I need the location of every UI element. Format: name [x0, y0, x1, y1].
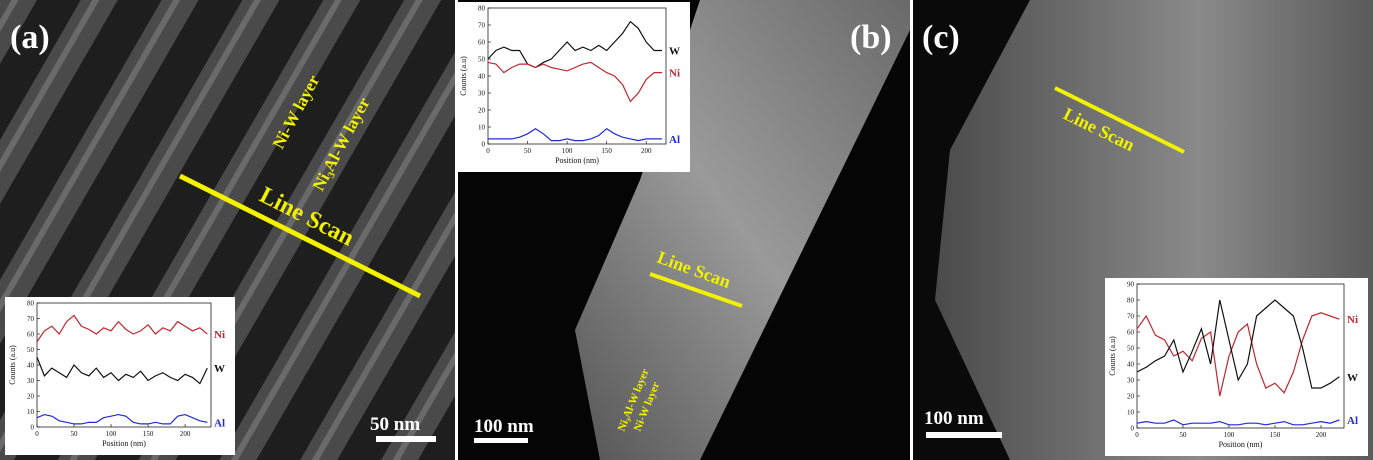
scale-bar-label: 100 nm [924, 408, 984, 429]
x-tick-label: 100 [1224, 431, 1235, 439]
y-tick-label: 10 [27, 408, 35, 416]
scale-bar-label: 50 nm [370, 414, 420, 435]
x-tick-label: 0 [1135, 431, 1139, 439]
scale-bar [926, 432, 1002, 438]
legend-label: Ni [214, 329, 225, 341]
figure: (a) Ni-W layer Ni₃Al-W layer Line Scan 5… [0, 0, 1373, 460]
y-tick-label: 10 [1127, 409, 1135, 417]
scale-bar [376, 436, 436, 442]
y-tick-label: 40 [27, 362, 35, 370]
y-tick-label: 70 [1127, 313, 1135, 321]
y-axis-title: Counts (a.u) [8, 345, 17, 385]
x-tick-label: 150 [143, 430, 154, 438]
legend-label: W [214, 363, 225, 375]
legend-label: W [1347, 372, 1358, 384]
y-tick-label: 70 [27, 315, 35, 323]
x-tick-label: 50 [1180, 431, 1188, 439]
y-tick-label: 30 [478, 90, 486, 98]
page: (a) Ni-W layer Ni₃Al-W layer Line Scan 5… [0, 0, 1373, 460]
y-tick-label: 10 [478, 124, 486, 132]
y-tick-label: 30 [27, 377, 35, 385]
x-tick-label: 100 [106, 430, 117, 438]
y-tick-label: 80 [478, 5, 486, 13]
y-tick-label: 50 [1127, 345, 1135, 353]
y-tick-label: 70 [478, 22, 486, 30]
panel-label: (a) [10, 19, 50, 56]
x-tick-label: 150 [601, 147, 612, 155]
inset-background [456, 2, 690, 172]
y-tick-label: 0 [482, 141, 486, 149]
x-tick-label: 0 [486, 147, 490, 155]
legend-label: Ni [669, 68, 680, 80]
legend-label: Al [669, 134, 680, 146]
y-tick-label: 80 [27, 300, 35, 308]
x-tick-label: 100 [562, 147, 573, 155]
y-tick-label: 60 [27, 331, 35, 339]
x-axis-title: Position (nm) [555, 156, 599, 165]
x-axis-title: Position (nm) [1219, 440, 1263, 449]
y-tick-label: 30 [1127, 377, 1135, 385]
x-tick-label: 200 [1316, 431, 1327, 439]
x-tick-label: 50 [71, 430, 79, 438]
inset-background [1105, 278, 1368, 456]
y-tick-label: 40 [1127, 361, 1135, 369]
x-tick-label: 200 [641, 147, 652, 155]
legend-label: Al [1347, 415, 1358, 427]
legend-label: W [669, 46, 680, 58]
y-tick-label: 0 [31, 424, 35, 432]
inset-background [5, 297, 235, 455]
scale-bar-label: 100 nm [474, 416, 534, 437]
panel-label: (b) [850, 19, 892, 56]
x-axis-title: Position (nm) [102, 439, 146, 448]
legend-label: Ni [1347, 314, 1358, 326]
y-axis-title: Counts (a.u) [1108, 336, 1117, 376]
x-tick-label: 200 [180, 430, 191, 438]
x-tick-label: 50 [524, 147, 532, 155]
y-tick-label: 0 [1131, 425, 1135, 433]
y-tick-label: 20 [1127, 393, 1135, 401]
y-tick-label: 40 [478, 73, 486, 81]
y-axis-title: Counts (a.u) [459, 56, 468, 96]
y-tick-label: 60 [1127, 329, 1135, 337]
legend-label: Al [214, 417, 225, 429]
y-tick-label: 20 [478, 107, 486, 115]
y-tick-label: 50 [478, 56, 486, 64]
y-tick-label: 50 [27, 346, 35, 354]
x-tick-label: 150 [1270, 431, 1281, 439]
y-tick-label: 80 [1127, 297, 1135, 305]
panel-label: (c) [922, 19, 960, 56]
x-tick-label: 0 [35, 430, 39, 438]
y-tick-label: 90 [1127, 281, 1135, 289]
scale-bar [474, 438, 528, 443]
y-tick-label: 20 [27, 393, 35, 401]
y-tick-label: 60 [478, 39, 486, 47]
